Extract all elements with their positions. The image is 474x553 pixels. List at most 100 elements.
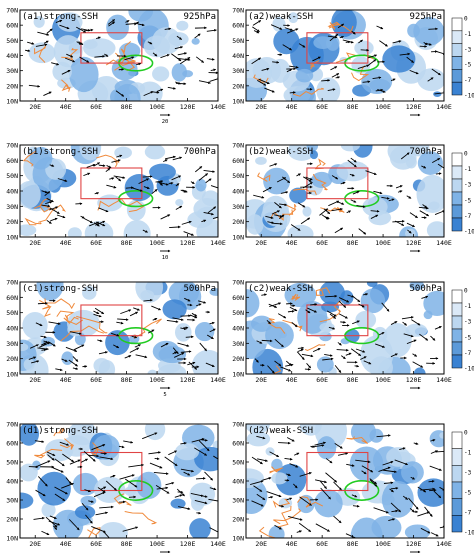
colorbar-segment — [451, 152, 463, 167]
shading-area — [417, 68, 444, 92]
wind-vector — [129, 347, 140, 353]
colorbar-tick-label: -1 — [464, 166, 472, 173]
shading-area — [382, 323, 412, 358]
wind-vector — [361, 470, 367, 475]
wind-vector — [392, 40, 402, 44]
wind-vector — [335, 76, 341, 79]
wind-vector — [179, 57, 191, 65]
wind-vector — [291, 322, 298, 328]
wind-vector — [383, 481, 394, 485]
topography-contour — [319, 300, 341, 323]
wind-vector — [274, 360, 282, 367]
topography-contour — [97, 198, 122, 211]
colorbar-tick-label: -5 — [464, 334, 472, 341]
shading-area — [382, 45, 416, 73]
colorbar-segment — [451, 465, 463, 483]
wind-vector — [286, 497, 293, 501]
panel-content — [246, 145, 444, 237]
shading-area — [83, 39, 98, 50]
topography-contour — [270, 209, 294, 221]
wind-vector — [312, 56, 321, 62]
wind-vector — [267, 365, 275, 374]
wind-vector — [48, 321, 61, 325]
map-panel: (d2)weak-SSH 70N 60N 50N 40N 30N 20N 10N 20E 40E 6… — [232, 421, 452, 553]
y-tick-label: 50N — [6, 37, 18, 45]
x-tick-label: 60E — [90, 540, 102, 548]
colorbar-tick-label: -1 — [464, 31, 472, 38]
wind-vector — [98, 164, 106, 167]
y-tick-label: 30N — [232, 497, 244, 505]
wind-vector — [116, 154, 123, 158]
y-tick-label: 30N — [6, 497, 18, 505]
wind-vector — [187, 361, 196, 366]
colorbar-tick-label: -3 — [464, 182, 472, 189]
shading-area — [149, 163, 176, 181]
colorbar-segment — [451, 315, 463, 330]
wind-vector — [45, 201, 53, 205]
wind-vector — [261, 67, 270, 71]
wind-vector — [43, 40, 49, 44]
wind-vector — [360, 356, 367, 360]
wind-vector — [400, 152, 410, 160]
topography-contour — [310, 60, 320, 70]
colorbar-segment — [451, 354, 463, 369]
wind-vector — [160, 54, 170, 59]
wind-vector — [315, 523, 330, 532]
map-panel: (a2)weak-SSH 925hPa 70N 60N 50N 40N 30N 20N 10N 2… — [232, 7, 452, 117]
wind-vector — [116, 321, 124, 325]
wind-vector — [27, 41, 35, 45]
wind-vector — [185, 335, 194, 339]
wind-vector — [93, 162, 101, 167]
y-tick-label: 20N — [6, 516, 18, 524]
shading-area — [20, 224, 37, 236]
wind-vector — [201, 219, 207, 223]
wind-vector — [346, 463, 355, 467]
wind-vector — [432, 157, 441, 163]
shading-area — [123, 219, 151, 237]
wind-vector — [37, 460, 51, 467]
reference-vector-label: 10 — [162, 255, 169, 261]
shading-area — [194, 322, 215, 342]
y-tick-label: 20N — [232, 218, 244, 226]
wind-vector — [288, 515, 303, 521]
colorbar-segment — [451, 30, 463, 44]
wind-vector — [79, 56, 90, 63]
wind-vector — [152, 52, 158, 57]
shading-area — [246, 468, 264, 489]
x-tick-label: 80E — [121, 239, 133, 247]
x-tick-label: 120E — [406, 239, 422, 247]
shading-area — [136, 471, 162, 500]
wind-vector — [345, 352, 352, 356]
shading-area — [417, 151, 444, 175]
wind-vector — [412, 353, 418, 357]
y-tick-label: 20N — [6, 82, 18, 90]
colorbar-tick-label: 0 — [464, 288, 468, 295]
shading-area — [246, 214, 264, 235]
wind-vector — [165, 481, 175, 486]
wind-vector — [85, 514, 93, 524]
topography-contour — [24, 217, 42, 226]
wind-vector — [124, 478, 138, 488]
wind-vector — [286, 437, 295, 442]
wind-vector — [286, 68, 293, 73]
region-box — [306, 451, 369, 492]
wind-vector — [164, 456, 178, 467]
y-tick-label: 40N — [232, 478, 244, 486]
shading-area — [273, 28, 300, 55]
wind-vector — [83, 450, 96, 462]
topography-contour — [124, 511, 158, 525]
x-tick-label: 80E — [121, 376, 133, 384]
wind-vector — [268, 495, 274, 499]
wind-vector — [352, 504, 360, 508]
wind-vector — [51, 62, 60, 66]
y-tick-label: 50N — [6, 309, 18, 317]
wind-vector — [174, 46, 184, 50]
wind-vector — [147, 41, 153, 45]
wind-vector — [352, 320, 360, 325]
wind-vector — [76, 26, 86, 33]
wind-vector — [108, 21, 116, 27]
shading-area — [135, 282, 164, 303]
wind-vector — [65, 346, 78, 352]
x-tick-label: 20E — [29, 103, 41, 111]
wind-vector — [176, 35, 183, 40]
